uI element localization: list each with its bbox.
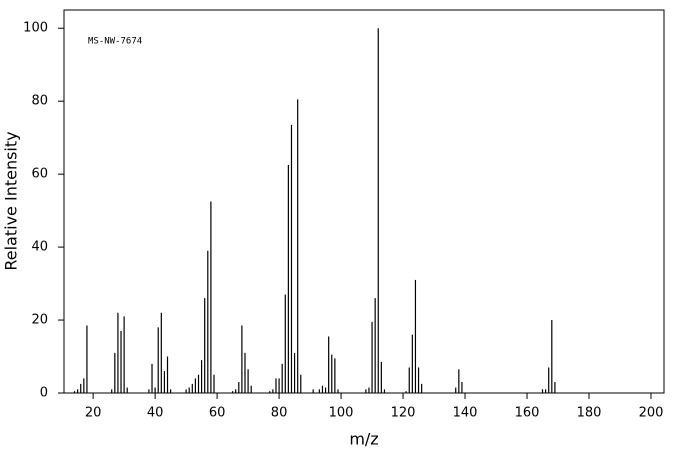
x-tick-label: 40 <box>147 406 164 421</box>
y-tick-label: 20 <box>31 313 48 328</box>
y-tick-label: 100 <box>23 21 48 36</box>
y-axis-label: Relative Intensity <box>2 131 21 270</box>
x-tick-label: 60 <box>209 406 226 421</box>
y-tick-label: 60 <box>31 167 48 182</box>
y-tick-label: 0 <box>40 386 48 401</box>
plot-frame <box>63 9 665 394</box>
x-tick-label: 160 <box>515 406 540 421</box>
x-tick-label: 180 <box>577 406 602 421</box>
annotation: MS-NW-7674 <box>88 37 142 47</box>
x-tick-label: 80 <box>271 406 288 421</box>
x-tick-label: 200 <box>639 406 664 421</box>
y-tick-label: 80 <box>31 94 48 109</box>
x-tick-label: 100 <box>329 406 354 421</box>
x-tick-label: 140 <box>453 406 478 421</box>
y-tick-label: 40 <box>31 240 48 255</box>
x-tick-label: 20 <box>85 406 102 421</box>
x-axis-label: m/z <box>349 430 378 449</box>
x-tick-label: 120 <box>391 406 416 421</box>
